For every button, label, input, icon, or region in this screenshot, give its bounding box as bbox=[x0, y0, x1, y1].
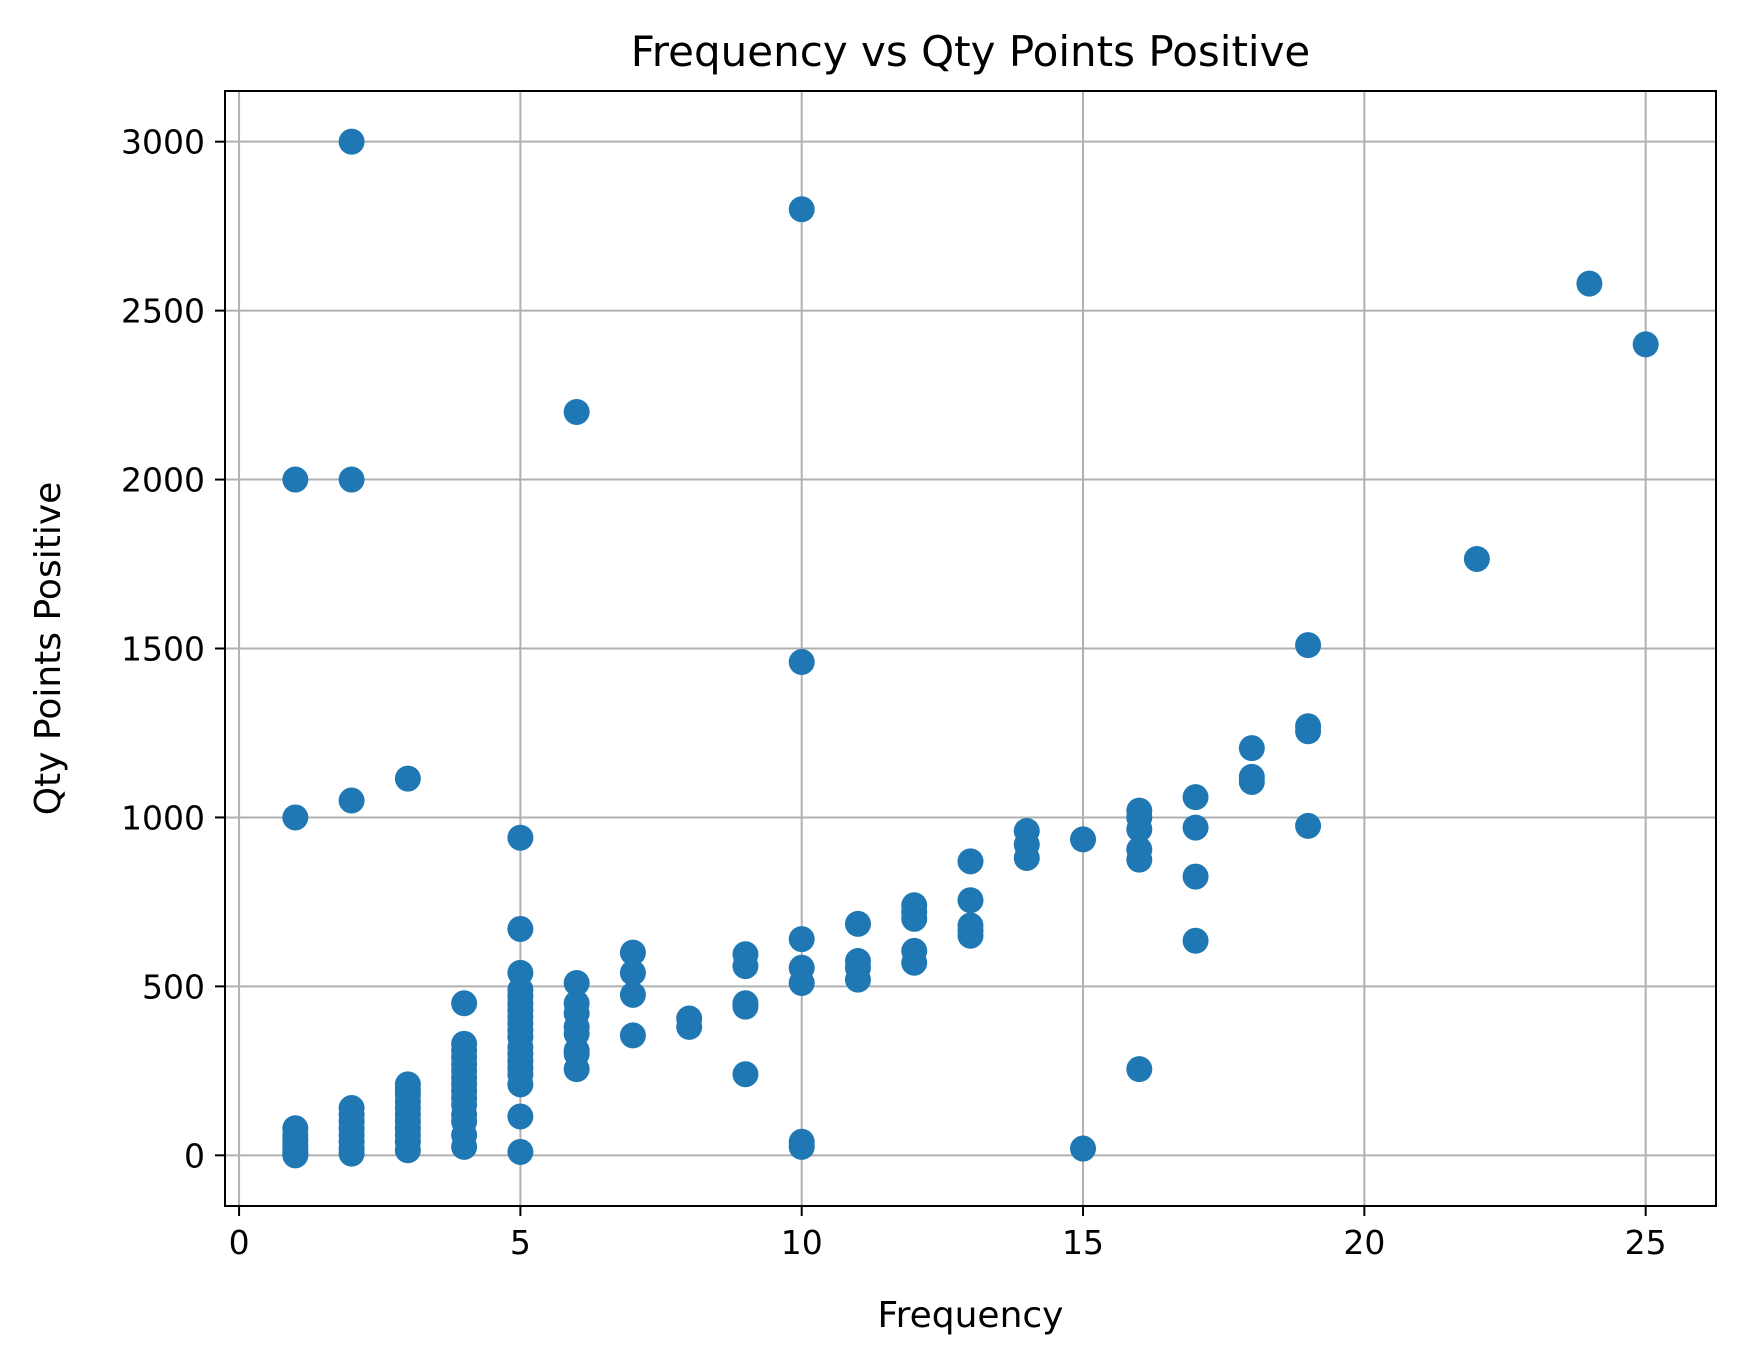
y-tick-label: 2000 bbox=[121, 461, 205, 500]
x-tick-label: 25 bbox=[1625, 1223, 1667, 1262]
data-point bbox=[507, 1071, 534, 1098]
data-point bbox=[1182, 927, 1209, 954]
data-point bbox=[282, 804, 309, 831]
y-tick-label: 3000 bbox=[121, 123, 205, 162]
data-point bbox=[1070, 826, 1097, 853]
data-point bbox=[788, 1133, 815, 1160]
y-tick-label: 1500 bbox=[121, 630, 205, 669]
data-point bbox=[1295, 718, 1322, 745]
data-point bbox=[1238, 735, 1265, 762]
data-points bbox=[282, 128, 1659, 1169]
x-tick-label: 15 bbox=[1062, 1223, 1104, 1262]
y-tick-label: 0 bbox=[184, 1136, 205, 1175]
chart-title: Frequency vs Qty Points Positive bbox=[631, 27, 1311, 76]
x-tick-label: 20 bbox=[1343, 1223, 1385, 1262]
data-point bbox=[732, 993, 759, 1020]
x-axis-ticks: 0 5 10 15 20 25 bbox=[229, 1206, 1667, 1262]
data-point bbox=[338, 787, 365, 814]
data-point bbox=[394, 1137, 421, 1164]
data-point bbox=[619, 959, 646, 986]
data-point bbox=[282, 1142, 309, 1169]
data-point bbox=[788, 926, 815, 953]
x-tick-label: 0 bbox=[229, 1223, 250, 1262]
data-point bbox=[676, 1013, 703, 1040]
data-point bbox=[1126, 1056, 1153, 1083]
data-point bbox=[1013, 844, 1040, 871]
grid bbox=[225, 91, 1716, 1206]
data-point bbox=[957, 922, 984, 949]
y-tick-label: 500 bbox=[142, 967, 205, 1006]
data-point bbox=[563, 970, 590, 996]
data-point bbox=[1070, 1135, 1097, 1162]
data-point bbox=[338, 466, 365, 493]
y-axis-ticks: 0 500 1000 1500 2000 2500 3000 bbox=[121, 123, 225, 1175]
data-point bbox=[451, 1133, 478, 1160]
data-point bbox=[338, 1140, 365, 1167]
data-point bbox=[1238, 768, 1265, 795]
data-point bbox=[507, 1103, 534, 1130]
data-point bbox=[788, 196, 815, 223]
data-point bbox=[1182, 814, 1209, 841]
data-point bbox=[844, 910, 871, 937]
data-point bbox=[619, 1022, 646, 1049]
data-point bbox=[957, 848, 984, 875]
data-point bbox=[563, 398, 590, 425]
data-point bbox=[282, 466, 309, 493]
data-point bbox=[1182, 863, 1209, 890]
data-point bbox=[563, 1056, 590, 1083]
y-axis-title: Qty Points Positive bbox=[28, 482, 69, 816]
x-axis-title: Frequency bbox=[878, 1295, 1064, 1336]
data-point bbox=[1295, 632, 1322, 659]
data-point bbox=[1182, 784, 1209, 811]
data-point bbox=[619, 981, 646, 1008]
data-point bbox=[1295, 812, 1322, 839]
y-tick-label: 1000 bbox=[121, 798, 205, 837]
data-point bbox=[1463, 545, 1490, 572]
data-point bbox=[507, 824, 534, 851]
data-point bbox=[1126, 846, 1153, 873]
x-tick-label: 10 bbox=[781, 1223, 823, 1262]
data-point bbox=[451, 990, 478, 1017]
y-tick-label: 2500 bbox=[121, 292, 205, 331]
data-point bbox=[394, 765, 421, 792]
data-point bbox=[1576, 270, 1603, 297]
data-point bbox=[507, 915, 534, 942]
data-point bbox=[1126, 816, 1153, 843]
data-point bbox=[844, 966, 871, 993]
data-point bbox=[1632, 331, 1659, 358]
data-point bbox=[957, 887, 984, 914]
x-tick-label: 5 bbox=[510, 1223, 531, 1262]
data-point bbox=[901, 905, 928, 932]
data-point bbox=[732, 1061, 759, 1088]
data-point bbox=[788, 649, 815, 676]
data-point bbox=[732, 953, 759, 980]
data-point bbox=[619, 939, 646, 966]
data-point bbox=[507, 1138, 534, 1165]
data-point bbox=[788, 970, 815, 996]
data-point bbox=[901, 949, 928, 976]
data-point bbox=[338, 128, 365, 155]
